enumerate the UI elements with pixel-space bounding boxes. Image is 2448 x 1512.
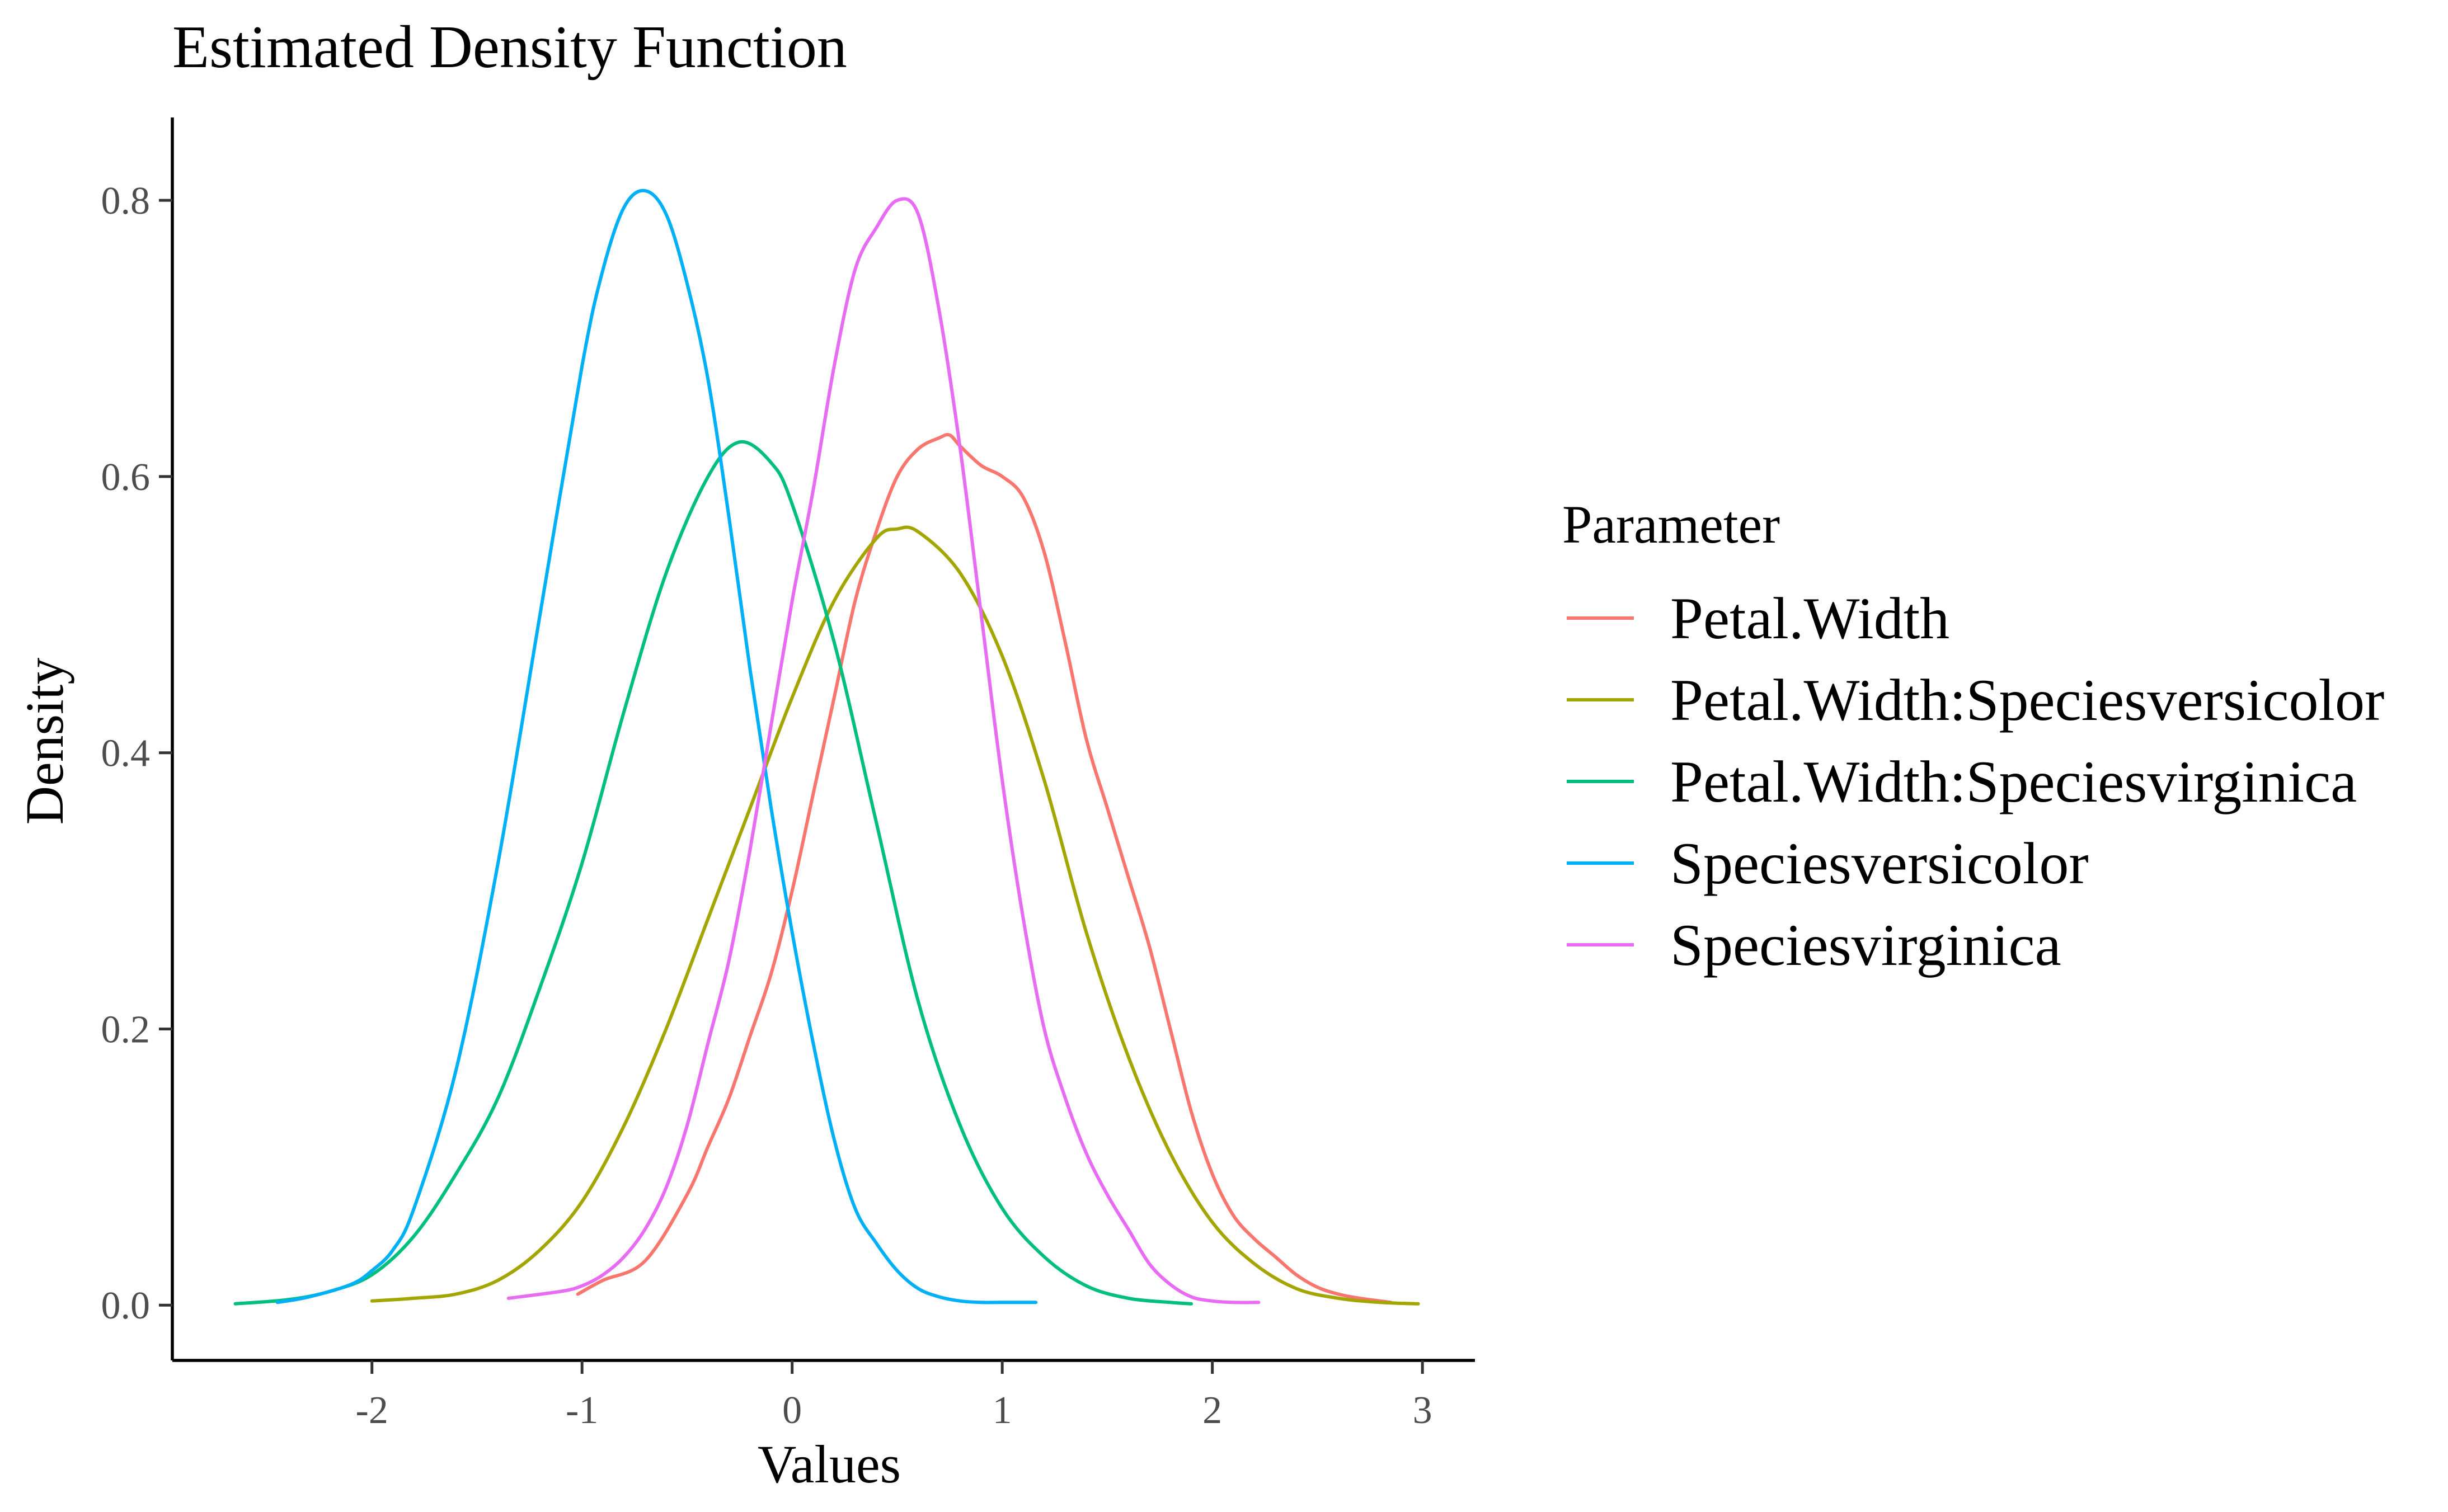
- series-line-speciesversicolor: [275, 189, 1038, 1304]
- x-axis-ticks: -2 -1 0 1 2 3: [356, 1360, 1432, 1432]
- plot-area: -2 -1 0 1 2 3 0.0 0.2 0.4 0.6 0.8: [101, 117, 1475, 1432]
- legend-item-petal-width-speciesvirginica: Petal.Width:Speciesvirginica: [1567, 749, 2357, 814]
- x-tick-label: -2: [356, 1389, 388, 1432]
- legend-title: Parameter: [1562, 494, 1780, 554]
- x-tick-label: -1: [566, 1389, 598, 1432]
- x-axis-label: Values: [758, 1434, 901, 1494]
- series-line-petal-width-speciesversicolor: [370, 525, 1420, 1306]
- legend-item-petal-width-speciesversicolor: Petal.Width:Speciesversicolor: [1567, 667, 2384, 733]
- legend-item-petal-width: Petal.Width: [1567, 586, 1949, 651]
- legend-label: Speciesversicolor: [1670, 831, 2089, 896]
- x-tick-label: 1: [993, 1389, 1012, 1432]
- legend-label: Petal.Width:Speciesvirginica: [1670, 749, 2357, 814]
- series-line-speciesvirginica: [506, 197, 1261, 1304]
- y-tick-label: 0.6: [101, 456, 151, 499]
- series-layer: [233, 189, 1420, 1306]
- series-line-petal-width-speciesvirginica: [233, 440, 1194, 1306]
- y-axis-label: Density: [15, 658, 74, 825]
- legend-label: Petal.Width: [1670, 586, 1949, 651]
- y-tick-label: 0.2: [101, 1008, 151, 1051]
- y-tick-label: 0.4: [101, 732, 151, 775]
- chart-title: Estimated Density Function: [172, 14, 847, 81]
- x-tick-label: 2: [1202, 1389, 1222, 1432]
- legend-items: Petal.Width Petal.Width:Speciesversicolor…: [1567, 586, 2384, 978]
- x-tick-label: 0: [782, 1389, 802, 1432]
- series-line-petal-width: [576, 433, 1393, 1304]
- y-tick-label: 0.8: [101, 180, 151, 223]
- legend-label: Petal.Width:Speciesversicolor: [1670, 667, 2384, 733]
- legend-item-speciesversicolor: Speciesversicolor: [1567, 831, 2089, 896]
- legend-item-speciesvirginica: Speciesvirginica: [1567, 912, 2061, 978]
- y-axis-ticks: 0.0 0.2 0.4 0.6 0.8: [101, 180, 172, 1327]
- x-tick-label: 3: [1413, 1389, 1432, 1432]
- y-tick-label: 0.0: [101, 1284, 151, 1327]
- legend: Parameter Petal.Width Petal.Width:Species…: [1562, 494, 2384, 978]
- legend-label: Speciesvirginica: [1670, 912, 2061, 978]
